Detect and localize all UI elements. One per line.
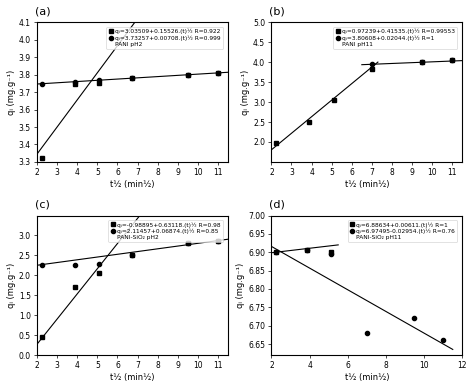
X-axis label: t½ (min½): t½ (min½) <box>110 180 155 189</box>
Legend: qᵢ=0.97239+0.41535.(t)½ R=0.99553, qᵢ=3.80608+0.02044.(t)½ R=1, PANI pH11: qᵢ=0.97239+0.41535.(t)½ R=0.99553, qᵢ=3.… <box>333 27 457 49</box>
Text: (d): (d) <box>270 200 285 210</box>
Y-axis label: qᵢ (mg.g⁻¹): qᵢ (mg.g⁻¹) <box>7 263 16 308</box>
Text: (a): (a) <box>35 7 51 17</box>
Legend: qᵢ=3.03509+0.15526.(t)½ R=0.922, qᵢ=3.73257+0.00708.(t)½ R=0.999, PANI pH2: qᵢ=3.03509+0.15526.(t)½ R=0.922, qᵢ=3.73… <box>107 27 223 49</box>
X-axis label: t½ (min½): t½ (min½) <box>345 180 389 189</box>
Y-axis label: qᵢ (mg.g⁻¹): qᵢ (mg.g⁻¹) <box>237 263 246 308</box>
X-axis label: t½ (min½): t½ (min½) <box>345 373 389 382</box>
Legend: qᵢ=6.88634+0.00611.(t)½ R=1, qᵢ=6.97495-0.02954.(t)½ R=0.76, PANI-SiO₂ pH11: qᵢ=6.88634+0.00611.(t)½ R=1, qᵢ=6.97495-… <box>347 220 457 242</box>
Legend: qᵢ=-0.98895+0.63118.(t)½ R=0.98, qᵢ=2.11457+0.06874.(t)½ R=0.85, PANI-SiO₂ pH2: qᵢ=-0.98895+0.63118.(t)½ R=0.98, qᵢ=2.11… <box>109 220 223 242</box>
Text: (b): (b) <box>270 7 285 17</box>
Text: (c): (c) <box>35 200 50 210</box>
X-axis label: t½ (min½): t½ (min½) <box>110 373 155 382</box>
Y-axis label: qᵢ (mg.g⁻¹): qᵢ (mg.g⁻¹) <box>7 70 16 115</box>
Y-axis label: qᵢ (mg.g⁻¹): qᵢ (mg.g⁻¹) <box>241 70 250 115</box>
